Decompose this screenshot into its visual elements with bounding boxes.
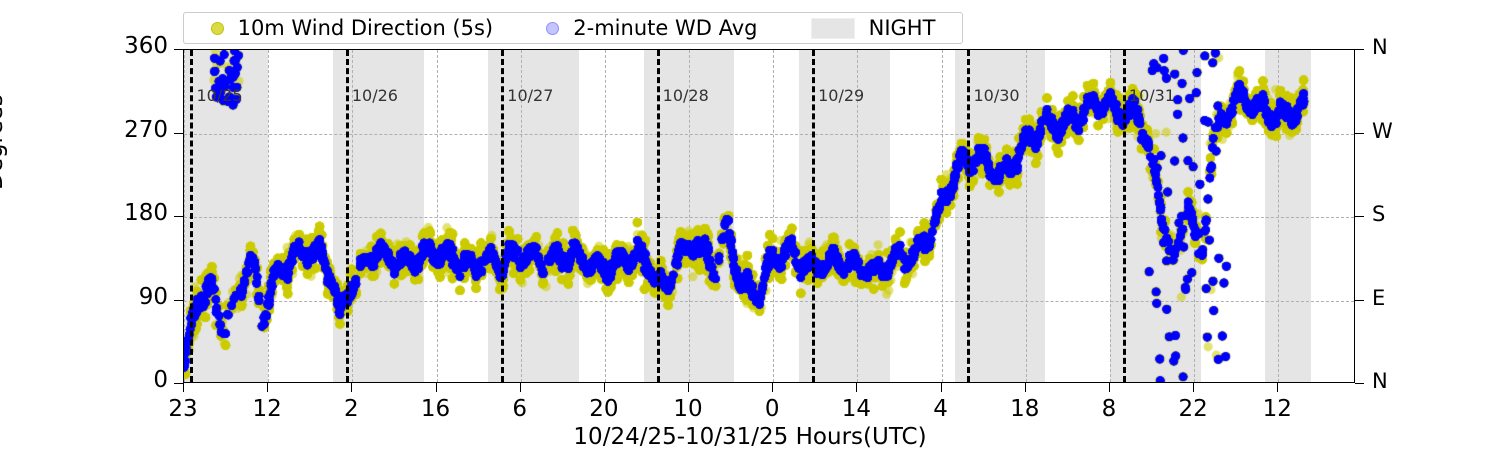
x-tick-label-5: 20 <box>589 396 619 422</box>
x-tick-12 <box>1193 383 1195 392</box>
night-swatch-icon <box>810 17 855 39</box>
x-tick-11 <box>1108 383 1110 392</box>
x-tick-label-12: 22 <box>1178 396 1208 422</box>
y-tick-label-0: 0 <box>153 367 168 393</box>
y-tick-label-90: 90 <box>138 283 168 310</box>
y2-tick-label-0: N <box>1372 369 1388 393</box>
x-tick-4 <box>519 383 521 392</box>
x-axis-title: 10/24/25-10/31/25 Hours(UTC) <box>573 424 927 450</box>
y-tick-180 <box>174 216 183 217</box>
day-label-10-27: 10/27 <box>507 86 554 105</box>
x-tick-5 <box>603 383 605 392</box>
x-tick-10 <box>1024 383 1026 392</box>
x-tick-1 <box>267 383 269 392</box>
x-tick-7 <box>772 383 774 392</box>
x-tick-label-6: 10 <box>673 396 703 422</box>
x-tick-label-1: 12 <box>252 396 282 422</box>
x-tick-label-13: 12 <box>1262 396 1292 422</box>
day-separator-10-30 <box>967 50 971 382</box>
yellow-dot-icon <box>210 21 224 35</box>
x-tick-0 <box>183 383 184 392</box>
day-separator-10-27 <box>501 50 505 382</box>
y-tick-270 <box>174 132 183 134</box>
day-separator-10-28 <box>656 50 660 382</box>
y2-tick-2 <box>1355 216 1364 217</box>
day-label-10-28: 10/28 <box>662 86 709 105</box>
legend-item-10m-wind-direction[interactable]: 10m Wind Direction (5s) <box>210 16 494 40</box>
day-separator-10-31 <box>1122 50 1126 382</box>
x-tick-label-0: 23 <box>168 396 198 422</box>
y2-tick-label-4: N <box>1372 35 1388 59</box>
y-tick-label-180: 180 <box>124 200 168 226</box>
y-tick-label-360: 360 <box>124 33 168 59</box>
y2-tick-4 <box>1355 49 1364 50</box>
x-tick-13 <box>1277 383 1279 392</box>
legend-item-2-minute-wd-avg[interactable]: 2-minute WD Avg <box>546 16 757 40</box>
day-separator-10-26 <box>345 50 349 382</box>
x-tick-8 <box>856 383 858 392</box>
plot-area: 10/25 10/26 10/27 10/28 10/29 10/30 10/31 <box>183 49 1355 383</box>
day-label-10-25: 10/25 <box>196 86 243 105</box>
y2-tick-label-3: W <box>1372 118 1393 143</box>
chart-legend: 10m Wind Direction (5s) 2-minute WD Avg … <box>183 12 963 44</box>
x-tick-6 <box>688 383 690 392</box>
y2-tick-0 <box>1355 383 1364 384</box>
legend-label-10m-wind-direction: 10m Wind Direction (5s) <box>237 16 494 40</box>
y-axis-title: Degrees <box>0 94 8 190</box>
scatter-canvas <box>184 50 1354 382</box>
legend-label-2-minute-wd-avg: 2-minute WD Avg <box>573 16 758 40</box>
day-label-10-31: 10/31 <box>1128 86 1175 105</box>
x-tick-label-10: 18 <box>1010 396 1040 422</box>
x-tick-3 <box>435 383 437 392</box>
y-tick-360 <box>174 49 183 50</box>
x-tick-label-7: 0 <box>764 396 780 422</box>
y2-tick-1 <box>1355 299 1364 301</box>
legend-item-night[interactable]: NIGHT <box>810 16 936 40</box>
day-separator-10-29 <box>812 50 816 382</box>
day-label-10-30: 10/30 <box>973 86 1020 105</box>
day-separator-10-25 <box>190 50 194 382</box>
y-tick-label-270: 270 <box>124 116 168 143</box>
x-tick-9 <box>940 383 942 392</box>
y2-tick-3 <box>1355 132 1364 134</box>
y2-tick-label-1: E <box>1372 285 1386 310</box>
x-tick-label-11: 8 <box>1101 396 1117 422</box>
x-tick-2 <box>351 383 353 392</box>
x-tick-label-9: 4 <box>933 396 948 422</box>
day-label-10-26: 10/26 <box>351 86 398 105</box>
legend-label-night: NIGHT <box>868 16 936 40</box>
y2-tick-label-2: S <box>1372 202 1386 226</box>
blue-dot-icon <box>546 21 560 35</box>
y-tick-0 <box>174 383 183 384</box>
x-tick-label-2: 2 <box>344 396 359 422</box>
x-tick-label-8: 14 <box>841 396 872 422</box>
x-tick-label-4: 6 <box>512 396 528 422</box>
x-tick-label-3: 16 <box>420 396 451 422</box>
y-tick-90 <box>174 299 183 301</box>
day-label-10-29: 10/29 <box>818 86 865 105</box>
